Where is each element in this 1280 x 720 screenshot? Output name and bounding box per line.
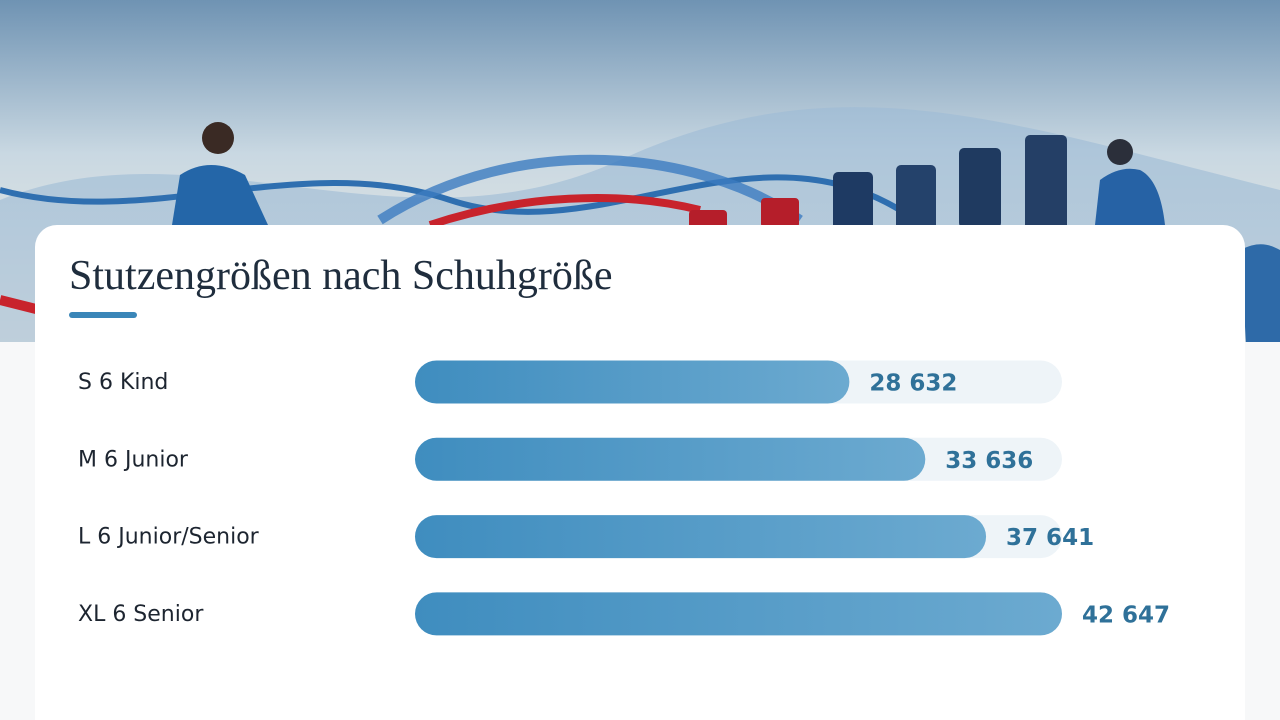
value-label: 42 647 (1082, 602, 1170, 628)
bar (415, 515, 987, 559)
bar (415, 360, 850, 404)
bar (415, 592, 1062, 636)
value-label: 28 632 (869, 371, 957, 397)
category-label: L 6 Junior/Senior (78, 525, 260, 550)
bar (415, 437, 926, 481)
chart-title: Stutzengrößen nach Schuhgröße (69, 253, 613, 299)
category-label: S 6 Kind (78, 370, 168, 395)
title-accent (69, 312, 137, 318)
value-label: 33 636 (945, 448, 1033, 474)
category-label: XL 6 Senior (78, 602, 204, 627)
value-label: 37 641 (1006, 525, 1094, 551)
category-label: M 6 Junior (78, 447, 189, 472)
